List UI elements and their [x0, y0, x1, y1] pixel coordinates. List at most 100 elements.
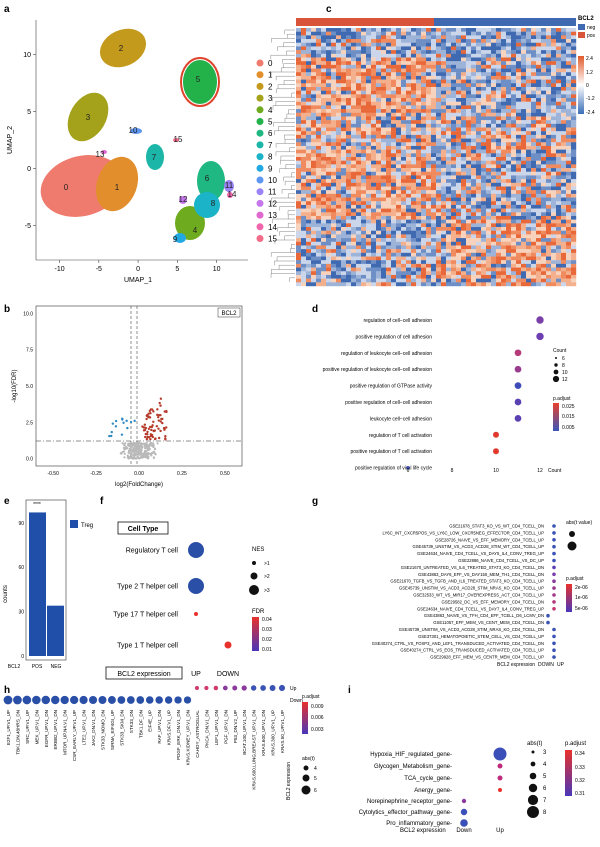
heatmap-cell — [421, 267, 427, 272]
heatmap-cell — [431, 145, 437, 150]
heatmap-cell — [491, 282, 497, 287]
heatmap-cell — [466, 245, 472, 250]
pathway-row-4: Norepinephrine_receptor_gene- — [367, 799, 452, 805]
heatmap-cell — [516, 230, 522, 235]
heatmap-cell — [471, 120, 477, 125]
heatmap-cell — [296, 230, 302, 235]
heatmap-cell — [431, 249, 437, 254]
heatmap-cell — [401, 145, 407, 150]
heatmap-cell — [546, 186, 552, 191]
heatmap-cell — [561, 245, 567, 250]
heatmap-cell — [491, 145, 497, 150]
heatmap-cell — [496, 120, 502, 125]
heatmap-cell — [556, 179, 562, 183]
heatmap-cell — [316, 208, 322, 213]
heatmap-cell — [426, 168, 432, 172]
heatmap-cell — [366, 138, 372, 143]
heatmap-cell — [496, 68, 502, 73]
heatmap-cell — [441, 201, 447, 206]
heatmap-cell — [501, 186, 507, 191]
heatmap-cell — [371, 35, 377, 40]
heatmap-cell — [346, 175, 352, 180]
heatmap-cell — [541, 109, 547, 113]
volcano-point-ns — [128, 450, 131, 453]
heatmap-cell — [321, 138, 327, 143]
heatmap-cell — [456, 260, 462, 265]
heatmap-cell — [401, 179, 407, 183]
heatmap-cell — [401, 64, 407, 69]
heatmap-cell — [461, 274, 467, 279]
heatmap-cell — [321, 179, 327, 183]
heatmap-cell — [536, 75, 542, 80]
heatmap-cell — [401, 105, 407, 110]
heatmap-cell — [541, 35, 547, 40]
heatmap-cell — [516, 252, 522, 257]
heatmap-cell — [441, 68, 447, 73]
heatmap-cell — [551, 234, 557, 239]
heatmap-cell — [541, 168, 547, 172]
volcano-point-down — [122, 421, 125, 424]
heatmap-cell — [531, 31, 537, 36]
heatmap-cell — [356, 241, 362, 246]
heatmap-cell — [441, 123, 447, 128]
heatmap-cell — [561, 35, 567, 40]
heatmap-cell — [476, 223, 482, 228]
heatmap-cell — [361, 175, 367, 180]
heatmap-cell — [326, 127, 332, 132]
heatmap-cell — [461, 179, 467, 183]
heatmap-cell — [336, 149, 342, 154]
heatmap-cell — [571, 46, 577, 51]
heatmap-cell — [426, 190, 432, 195]
heatmap-cell — [441, 179, 447, 183]
heatmap-cell — [296, 160, 302, 165]
go-p-3: 0.005 — [562, 425, 575, 431]
heatmap-cell — [371, 179, 377, 183]
heatmap-cell — [421, 208, 427, 213]
heatmap-cell — [436, 234, 442, 239]
heatmap-cell — [426, 149, 432, 154]
heatmap-cell — [561, 252, 567, 257]
heatmap-cell — [321, 252, 327, 257]
heatmap-cell — [441, 101, 447, 106]
heatmap-cell — [341, 215, 347, 220]
signaling-dot-24 — [232, 685, 238, 691]
volcano-point-down — [111, 422, 115, 425]
heatmap-cell — [301, 53, 307, 58]
heatmap-cell — [391, 123, 397, 128]
pathway-row-2: TCA_cycle_gene- — [404, 776, 452, 782]
heatmap-cell — [351, 168, 357, 172]
heatmap-cell — [296, 138, 302, 143]
heatmap-cell — [386, 190, 392, 195]
heatmap-cell — [301, 31, 307, 36]
heatmap-cell — [441, 274, 447, 279]
heatmap-cell — [366, 157, 372, 161]
heatmap-cell — [531, 75, 537, 80]
heatmap-cell — [421, 260, 427, 265]
heatmap-cell — [376, 238, 382, 242]
heatmap-cell — [486, 175, 492, 180]
heatmap-cell — [371, 197, 377, 202]
heatmap-cell — [521, 42, 527, 47]
heatmap-cell — [416, 142, 422, 147]
heatmap-cell — [526, 164, 532, 169]
heatmap-cell — [301, 208, 307, 213]
heatmap-cell — [531, 282, 537, 287]
heatmap-cell — [526, 230, 532, 235]
heatmap-cell — [431, 90, 437, 95]
heatmap-cell — [496, 260, 502, 265]
heatmap-cell — [396, 116, 402, 121]
heatmap-cell — [571, 109, 577, 113]
heatmap-cell — [431, 153, 437, 158]
heatmap-cell — [466, 149, 472, 154]
heatmap-cell — [316, 75, 322, 80]
heatmap-cell — [451, 164, 457, 169]
heatmap-cell — [441, 138, 447, 143]
heatmap-cell — [396, 131, 402, 136]
heatmap-cell — [481, 227, 487, 231]
heatmap-cell — [501, 120, 507, 125]
heatmap-cell — [341, 267, 347, 272]
signaling-label-5: ERBB2_UP.V1_DN — [53, 710, 58, 750]
umap-cluster-7 — [146, 144, 164, 170]
heatmap-cell — [526, 123, 532, 128]
